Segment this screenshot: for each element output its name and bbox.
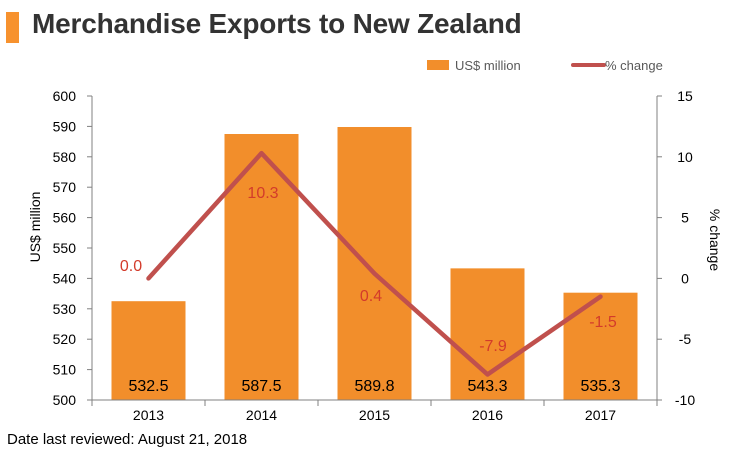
axes: 500510520530540550560570580590600-10-505… xyxy=(53,88,696,423)
pct-value-label: 0.0 xyxy=(120,258,142,275)
bar-series xyxy=(111,127,638,401)
bar-2013 xyxy=(111,301,186,400)
bar-value-label: 532.5 xyxy=(128,378,168,395)
y-tick-label: 550 xyxy=(53,240,77,256)
bar-2017 xyxy=(563,292,638,400)
y2-tick-label: 5 xyxy=(681,210,689,226)
pct-value-label: -7.9 xyxy=(479,338,507,355)
legend-bar-swatch xyxy=(427,60,449,70)
y2-tick-label: -5 xyxy=(679,331,692,347)
legend: US$ million % change xyxy=(427,58,663,73)
bar-value-label: 543.3 xyxy=(467,378,507,395)
line-series xyxy=(146,150,603,377)
y-tick-label: 600 xyxy=(53,88,77,104)
date-reviewed-note: Date last reviewed: August 21, 2018 xyxy=(7,431,248,448)
legend-line-label: % change xyxy=(605,58,663,73)
y-tick-label: 520 xyxy=(53,331,77,347)
title-accent-bar xyxy=(6,12,19,43)
y2-tick-label: 15 xyxy=(677,88,693,104)
y2-tick-label: -10 xyxy=(675,392,695,408)
pct-change-line xyxy=(146,150,603,377)
x-tick-label: 2015 xyxy=(359,407,390,423)
bar-2015 xyxy=(337,127,412,401)
y2-tick-label: 0 xyxy=(681,270,689,286)
pct-value-label: 0.4 xyxy=(360,288,382,305)
bar-value-label: 535.3 xyxy=(580,378,620,395)
bar-2016 xyxy=(450,268,525,400)
y-tick-label: 530 xyxy=(53,301,77,317)
x-tick-label: 2014 xyxy=(246,407,277,423)
y-axis-left-label: US$ million xyxy=(27,192,43,263)
x-tick-label: 2017 xyxy=(585,407,616,423)
legend-bar-label: US$ million xyxy=(455,58,521,73)
bar-2014 xyxy=(224,134,299,400)
y-tick-label: 510 xyxy=(53,362,77,378)
y2-tick-label: 10 xyxy=(677,149,693,165)
y-tick-label: 500 xyxy=(53,392,77,408)
pct-value-label: -1.5 xyxy=(589,314,617,331)
chart-title: Merchandise Exports to New Zealand xyxy=(32,8,522,39)
bar-value-label: 589.8 xyxy=(354,378,394,395)
y-axis-right-label: % change xyxy=(707,209,723,271)
y-tick-label: 590 xyxy=(53,118,77,134)
y-tick-label: 580 xyxy=(53,149,77,165)
data-labels: 532.5 587.5 589.8 543.3 535.3 0.0 10.3 0.4 -7.9 -… xyxy=(120,185,621,395)
y-tick-label: 560 xyxy=(53,210,77,226)
y-tick-label: 540 xyxy=(53,270,77,286)
y-tick-label: 570 xyxy=(53,179,77,195)
x-tick-label: 2013 xyxy=(133,407,164,423)
x-tick-label: 2016 xyxy=(472,407,503,423)
bar-value-label: 587.5 xyxy=(241,378,281,395)
pct-value-label: 10.3 xyxy=(247,185,278,202)
